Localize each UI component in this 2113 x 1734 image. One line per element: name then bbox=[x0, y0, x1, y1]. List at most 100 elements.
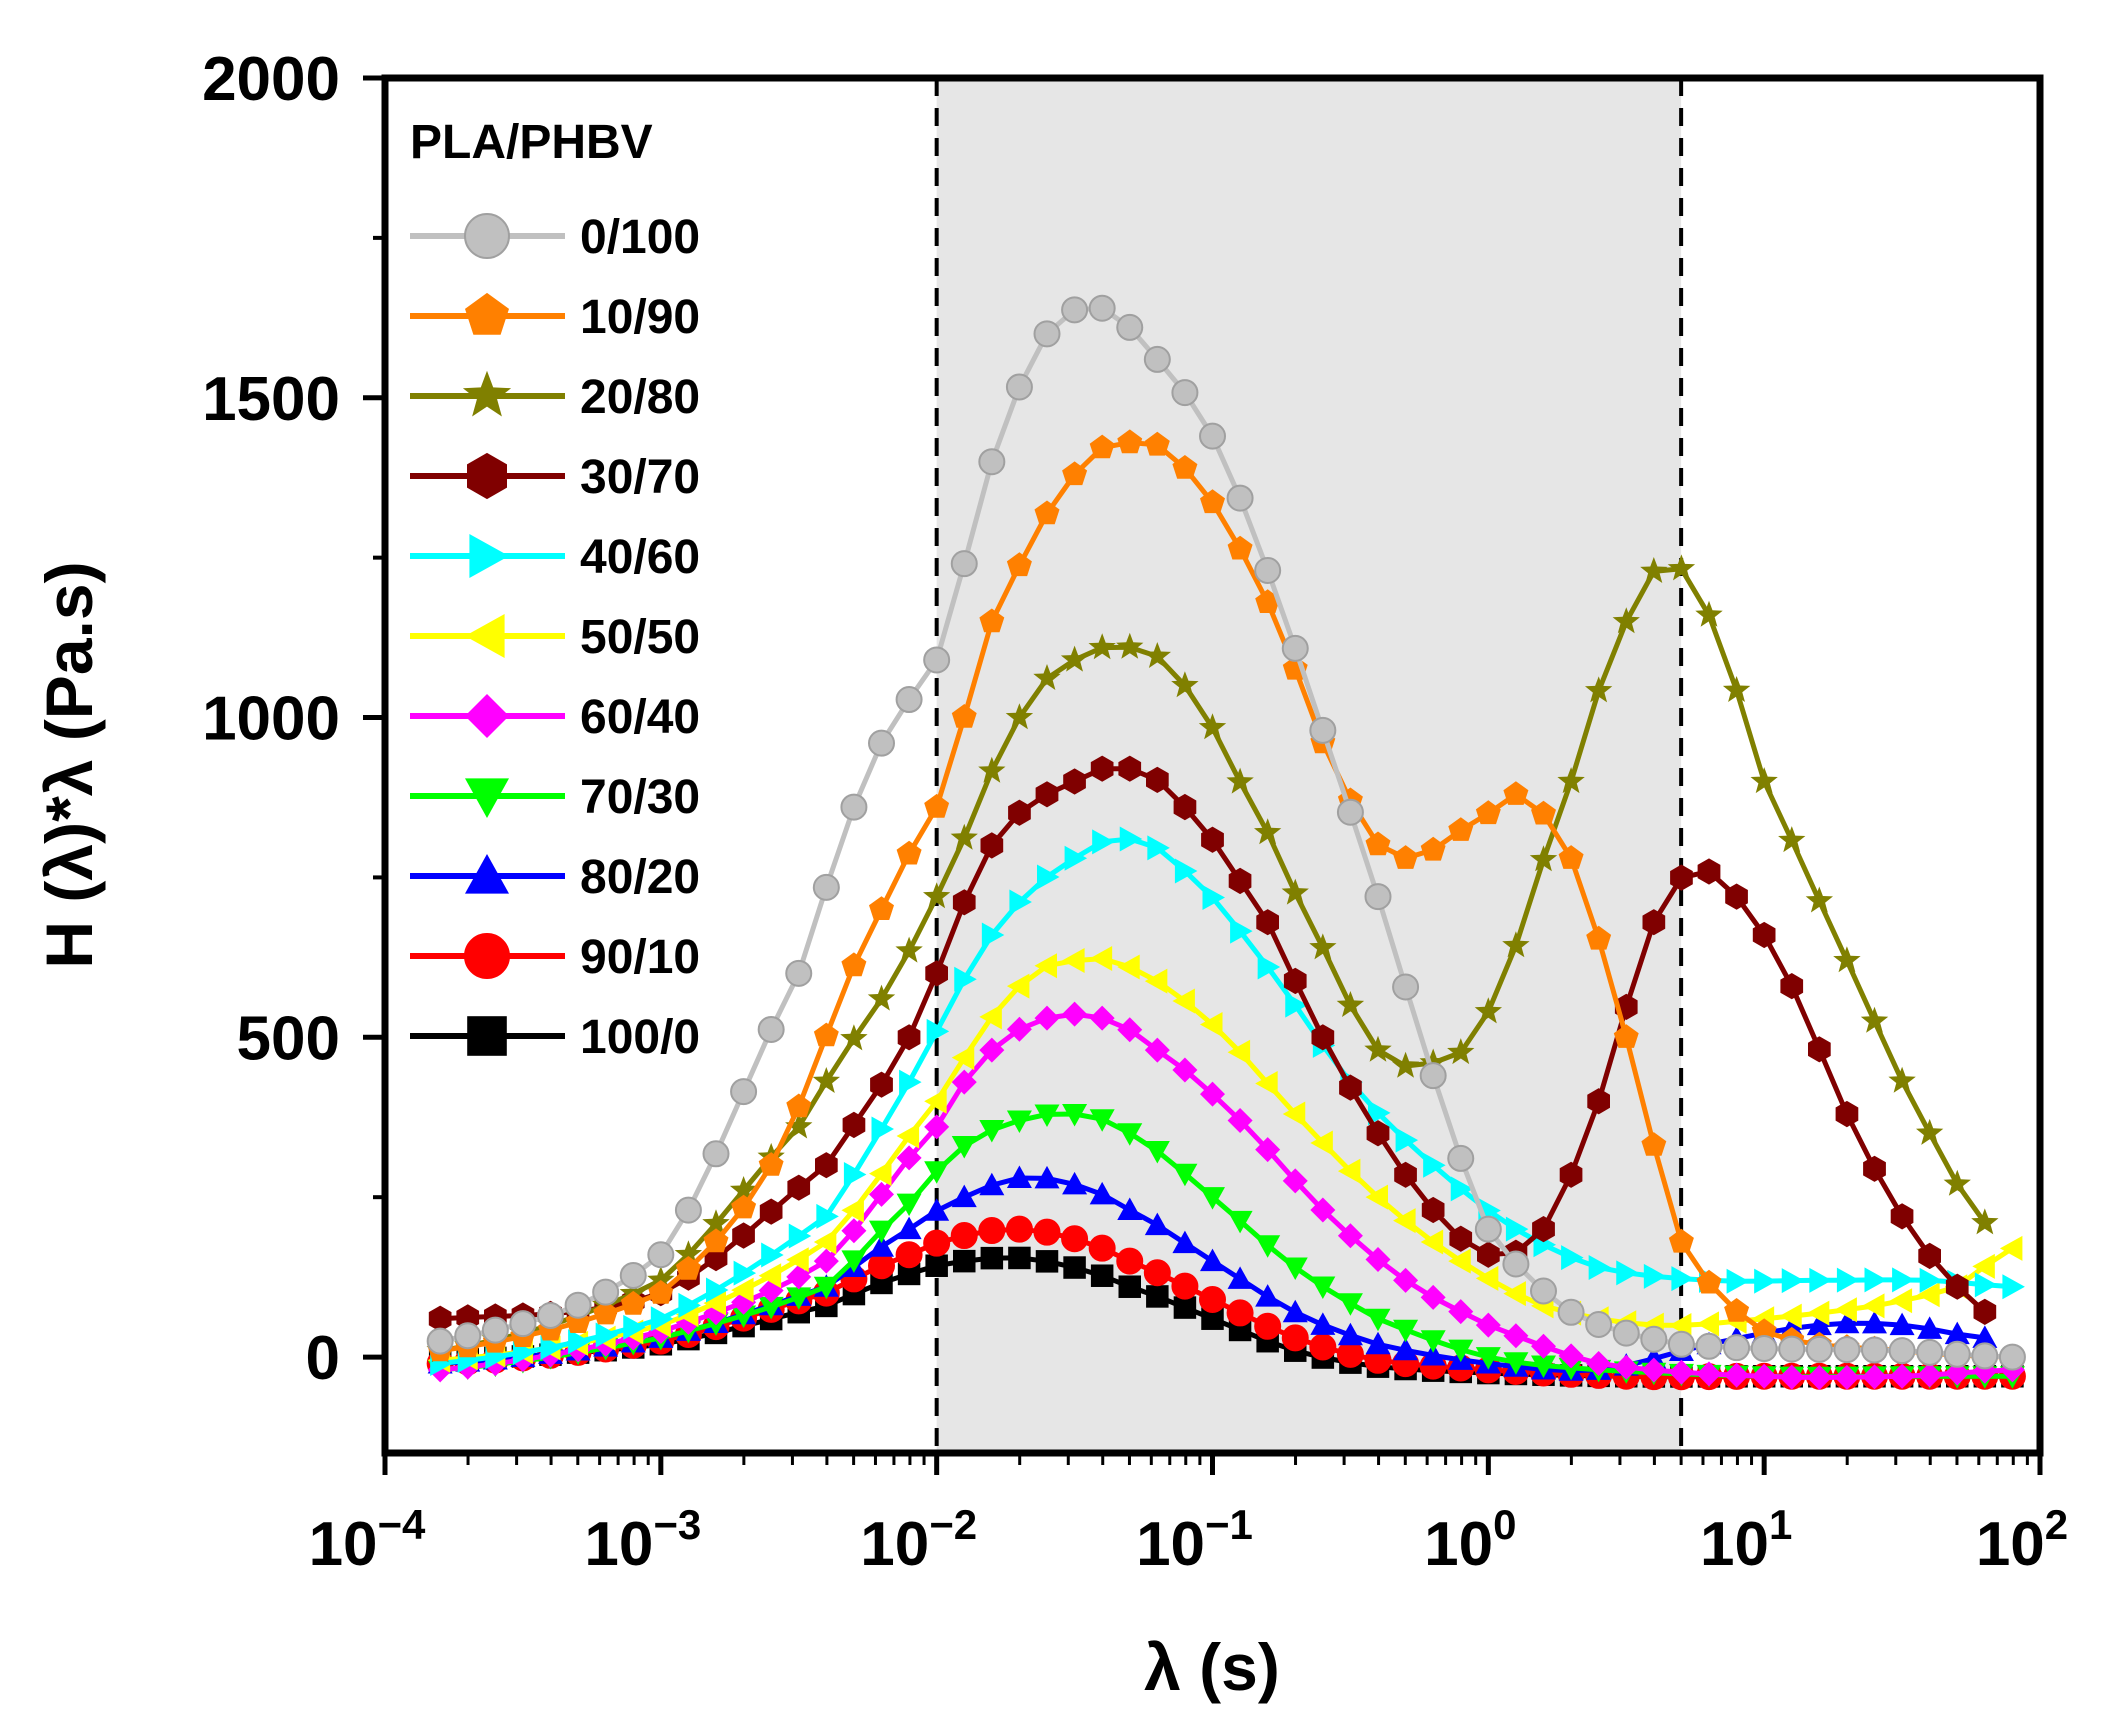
legend-item-10-90: 10/90 bbox=[410, 291, 700, 344]
data-point bbox=[758, 1296, 784, 1320]
data-point bbox=[675, 1256, 701, 1280]
data-point bbox=[1061, 1225, 1089, 1253]
series-layer bbox=[426, 294, 2026, 1391]
data-point bbox=[1088, 633, 1116, 660]
shaded-region-layer bbox=[936, 78, 1682, 1453]
legend-label: 80/20 bbox=[580, 851, 700, 904]
data-point bbox=[869, 896, 894, 920]
data-point bbox=[1337, 1223, 1363, 1249]
data-point bbox=[950, 823, 978, 850]
data-point bbox=[899, 1069, 922, 1095]
data-point bbox=[786, 1287, 812, 1310]
data-point bbox=[674, 1196, 702, 1224]
data-point bbox=[785, 959, 813, 987]
data-point bbox=[1917, 1316, 1943, 1339]
data-point bbox=[1420, 836, 1446, 861]
data-point bbox=[1754, 1268, 1777, 1294]
data-point bbox=[1809, 1267, 1832, 1293]
data-point bbox=[1283, 967, 1307, 995]
data-point bbox=[1917, 1282, 1940, 1308]
data-point bbox=[1337, 1322, 1363, 1346]
data-point bbox=[1863, 1155, 1886, 1182]
data-point bbox=[1561, 1245, 1584, 1271]
data-point bbox=[1090, 755, 1114, 782]
data-point bbox=[1557, 1298, 1585, 1326]
data-point bbox=[1006, 1165, 1032, 1188]
data-point bbox=[1668, 1228, 1694, 1253]
data-point bbox=[812, 1067, 840, 1093]
data-point bbox=[842, 1111, 866, 1139]
legend-item-70-30: 70/30 bbox=[410, 771, 700, 824]
data-point bbox=[1336, 1340, 1364, 1368]
legend-label: 90/10 bbox=[580, 931, 700, 984]
data-point bbox=[1281, 634, 1309, 662]
data-point bbox=[1144, 431, 1170, 456]
data-point bbox=[1419, 1062, 1447, 1090]
data-point bbox=[1199, 422, 1226, 450]
data-point bbox=[1255, 1284, 1281, 1307]
data-point bbox=[1943, 1169, 1971, 1196]
data-point bbox=[1420, 1342, 1446, 1366]
data-point bbox=[1671, 1266, 1694, 1292]
data-point bbox=[1889, 1312, 1915, 1336]
data-point bbox=[465, 694, 509, 738]
data-point bbox=[1423, 1152, 1446, 1178]
data-point bbox=[812, 873, 840, 901]
data-point bbox=[467, 452, 507, 500]
data-point bbox=[897, 1262, 921, 1286]
data-point bbox=[1227, 1107, 1253, 1133]
data-point bbox=[979, 1004, 1002, 1030]
data-point bbox=[1531, 1333, 1556, 1359]
data-point bbox=[1616, 1260, 1639, 1286]
data-point bbox=[469, 534, 509, 578]
data-point bbox=[950, 550, 978, 578]
legend-item-100-0: 100/0 bbox=[410, 1011, 700, 1064]
data-point bbox=[1008, 1246, 1031, 1270]
data-point bbox=[1226, 1299, 1254, 1327]
data-point bbox=[1119, 826, 1143, 852]
data-point bbox=[1005, 373, 1033, 401]
data-point bbox=[1227, 1210, 1253, 1234]
legend-label: 10/90 bbox=[580, 291, 700, 344]
data-point bbox=[1171, 671, 1199, 698]
data-point bbox=[951, 1184, 977, 1208]
data-point bbox=[1282, 1168, 1308, 1194]
data-point bbox=[785, 1112, 813, 1139]
data-point bbox=[1449, 1225, 1473, 1252]
legend-label: 70/30 bbox=[580, 771, 700, 824]
y-tick-label: 1000 bbox=[202, 685, 340, 754]
data-point bbox=[1255, 1137, 1281, 1163]
data-point bbox=[467, 1016, 507, 1056]
data-point bbox=[871, 1116, 894, 1142]
data-point bbox=[1420, 1284, 1446, 1310]
data-point bbox=[1805, 886, 1833, 913]
data-point bbox=[1474, 1215, 1502, 1243]
data-point bbox=[1309, 716, 1337, 744]
data-point bbox=[895, 686, 923, 714]
data-point bbox=[1808, 1036, 1831, 1063]
data-point bbox=[647, 1241, 675, 1269]
data-point bbox=[1174, 858, 1198, 884]
data-point bbox=[1255, 1235, 1281, 1258]
data-point bbox=[1503, 1323, 1529, 1349]
data-point bbox=[1751, 1318, 1777, 1343]
data-point bbox=[980, 1246, 1004, 1270]
data-point bbox=[979, 1120, 1005, 1143]
data-point bbox=[1393, 1319, 1419, 1343]
data-point bbox=[840, 1024, 868, 1051]
data-point bbox=[465, 614, 505, 658]
data-point bbox=[1750, 1335, 1778, 1363]
shaded-region bbox=[936, 78, 1682, 1453]
data-point bbox=[1226, 767, 1254, 794]
data-point bbox=[1062, 1001, 1088, 1027]
data-point bbox=[647, 1266, 675, 1292]
data-point bbox=[979, 1037, 1005, 1063]
legend-label: 30/70 bbox=[580, 451, 700, 504]
data-point bbox=[1588, 1255, 1612, 1281]
data-point bbox=[1257, 954, 1281, 980]
data-point bbox=[1724, 1298, 1750, 1322]
data-point bbox=[1034, 953, 1057, 979]
data-point bbox=[732, 1222, 755, 1249]
data-point bbox=[1064, 845, 1088, 871]
data-point bbox=[1227, 1039, 1251, 1065]
